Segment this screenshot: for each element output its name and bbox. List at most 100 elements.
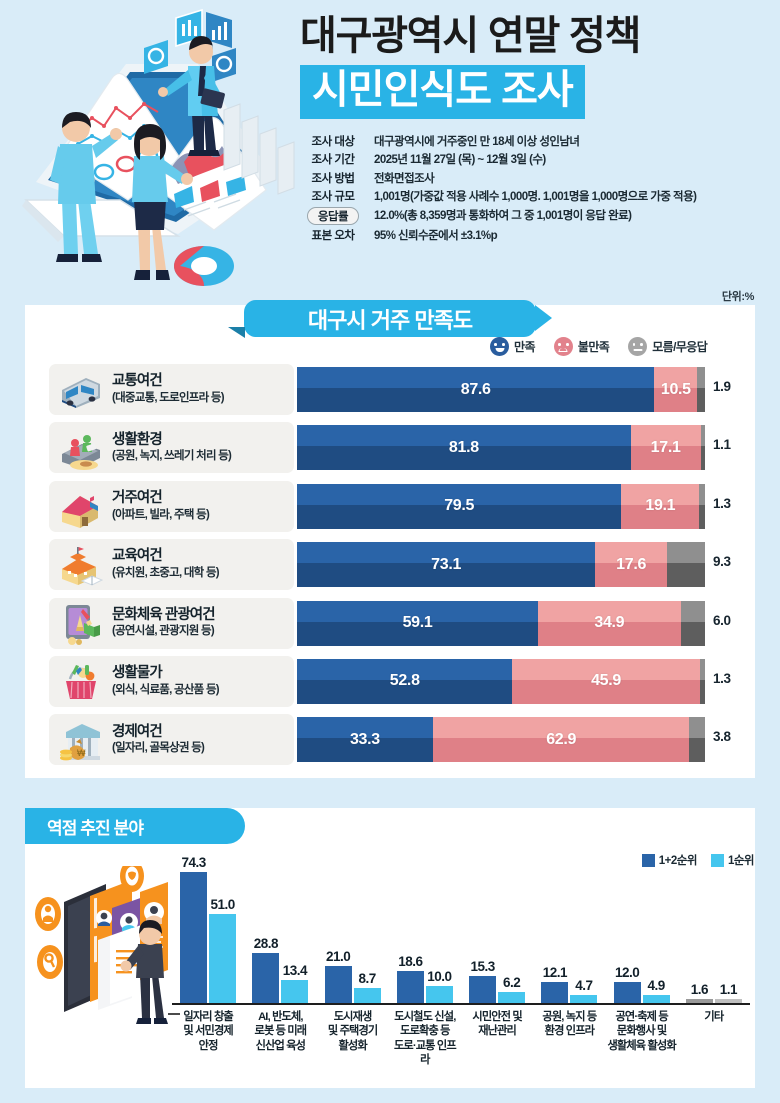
priority-bar-rank1: 51.0: [209, 897, 237, 1004]
satisfaction-category-desc: (유치원, 초중고, 대학 등): [112, 567, 220, 580]
segment-dissatisfied: 45.9: [512, 658, 700, 704]
priority-bar-rank1: 13.4: [281, 963, 309, 1004]
satisfaction-row: 교육여건 (유치원, 초중고, 대학 등) 73.1 17.6 9.3: [25, 539, 755, 591]
meta-value: 대구광역시에 거주중인 만 18세 이상 성인남녀: [374, 135, 580, 148]
priority-bar-rank12: 1.6: [685, 982, 713, 1004]
priority-bar-value: 1.1: [719, 982, 738, 998]
priority-legend: 1+2순위 1순위: [641, 852, 755, 868]
bank-money-icon: ₩: [60, 723, 100, 761]
legend-item-rank12: 1+2순위: [641, 852, 697, 868]
satisfaction-category-desc: (일자리, 골목상권 등): [112, 742, 205, 755]
segment-unknown-value: 6.0: [713, 612, 731, 628]
tourism-tablet-icon-wrap: [56, 601, 106, 646]
smiling-face-icon: [490, 337, 509, 356]
meta-key: 조사 규모: [311, 191, 355, 204]
priority-bar-group: 21.0 8.7: [317, 862, 389, 1004]
priority-bar-value: 4.9: [647, 977, 665, 993]
satisfaction-category-name: 거주여건: [112, 489, 163, 506]
legend-item-rank1: 1순위: [710, 852, 755, 868]
segment-satisfied-value: 52.8: [389, 672, 420, 690]
satisfaction-row: 거주여건 (아파트, 빌라, 주택 등) 79.5 19.1 1.3: [25, 480, 755, 532]
satisfaction-row: 생활물가 (외식, 식료품, 공산품 등) 52.8 45.9 1.3: [25, 655, 755, 707]
priority-bar-value: 10.0: [427, 968, 452, 984]
stacked-bar: 59.1 34.9: [297, 600, 705, 646]
stacked-bar: 73.1 17.6: [297, 542, 705, 588]
priority-bar-rank1: 8.7: [353, 971, 381, 1004]
priority-bar-group: 15.3 6.2: [461, 862, 533, 1004]
segment-satisfied-value: 81.8: [448, 438, 479, 456]
satisfaction-row-label: ₩ 경제여건 (일자리, 골목상권 등): [49, 714, 294, 766]
meta-key: 표본 오차: [311, 230, 355, 243]
priority-category-labels: 일자리 창출 및 서민경제 안정 AI, 반도체, 로봇 등 미래 신산업 육성 도…: [172, 1010, 750, 1067]
priority-section-title: 역점 추진 분야: [25, 808, 245, 844]
segment-satisfied-value: 33.3: [349, 730, 380, 748]
priority-bar-groups: 74.3 51.0 28.8 13.4 21.0 8.7 18.6 10.0 15.3 6.2 12…: [172, 855, 750, 1004]
meta-row: 표본 오차 95% 신뢰수준에서 ±3.1%p: [300, 227, 770, 243]
segment-unknown-value: 1.3: [713, 495, 731, 511]
priority-bar-value: 51.0: [210, 896, 235, 912]
priority-bar-rank1: 4.9: [642, 978, 670, 1004]
segment-satisfied-value: 79.5: [444, 497, 475, 515]
priority-bar-group: 12.0 4.9: [606, 862, 678, 1004]
satisfaction-category-name: 생활물가: [112, 665, 163, 682]
segment-dissatisfied-value: 17.6: [616, 555, 647, 573]
segment-dissatisfied-value: 17.1: [650, 438, 681, 456]
shopping-basket-icon-wrap: [56, 659, 106, 703]
tourism-tablet-icon: [66, 605, 100, 646]
priority-bar-group: 12.1 4.7: [533, 862, 605, 1004]
segment-satisfied: 59.1: [297, 600, 539, 646]
segment-satisfied-value: 87.6: [460, 380, 491, 398]
priority-bar-rank1: 10.0: [425, 969, 453, 1004]
segment-satisfied-value: 73.1: [431, 555, 462, 573]
legend-swatch-rank1: [710, 853, 724, 867]
school-icon: [62, 546, 104, 586]
segment-dissatisfied: 62.9: [432, 717, 690, 763]
stacked-bar: 33.3 62.9: [297, 717, 705, 763]
living-room-icon-wrap: [56, 426, 106, 470]
priority-bar-rank12: 74.3: [180, 855, 208, 1004]
segment-unknown-value: 1.1: [713, 437, 731, 453]
meta-row: 조사 대상 대구광역시에 거주중인 만 18세 이상 성인남녀: [300, 133, 770, 149]
legend-label-unknown: 모름/무응답: [652, 340, 708, 354]
data-analysis-illustration: [22, 8, 295, 286]
priority-bar-rank12: 18.6: [396, 954, 424, 1004]
segment-unknown-value: 1.9: [713, 379, 731, 394]
segment-satisfied: 87.6: [297, 367, 655, 412]
priority-bar-rank12: 21.0: [324, 949, 352, 1004]
segment-unknown: [697, 367, 705, 412]
segment-dissatisfied: 34.9: [538, 600, 681, 646]
legend-swatch-rank12: [641, 853, 655, 867]
satisfaction-category-name: 경제여건: [112, 723, 163, 740]
priority-bar-value: 18.6: [398, 953, 423, 969]
priority-bar-rank12: 28.8: [252, 936, 280, 1004]
priority-bar-group: 74.3 51.0: [172, 855, 244, 1004]
stacked-bar: 87.6 10.5: [297, 367, 705, 412]
priority-x-axis: [172, 1003, 750, 1005]
meta-key: 조사 방법: [311, 172, 355, 185]
neutral-face-icon: [628, 337, 648, 356]
segment-satisfied: 33.3: [297, 717, 433, 763]
segment-unknown-value: 3.8: [713, 729, 731, 745]
segment-satisfied-value: 59.1: [402, 614, 433, 632]
priority-bar-value: 4.7: [575, 978, 593, 994]
priority-category-label: 도시재생 및 주택경기 활성화: [327, 1011, 378, 1052]
satisfaction-category-desc: (공연시설, 관광지원 등): [112, 625, 215, 638]
segment-satisfied: 79.5: [297, 483, 622, 529]
hero-text-block: 대구광역시 연말 정책 시민인식도 조사 조사 대상 대구광역시에 거주중인 만 …: [300, 14, 770, 246]
segment-unknown-value: 1.3: [713, 670, 731, 686]
segment-unknown: [700, 425, 705, 471]
priority-bar-value: 8.7: [358, 971, 376, 987]
segment-unknown: [680, 600, 705, 646]
priority-bar-group: 18.6 10.0: [389, 862, 461, 1004]
bank-money-icon-wrap: ₩: [56, 718, 106, 762]
shopping-basket-icon: [66, 665, 96, 700]
priority-bar-value: 12.0: [614, 965, 640, 981]
segment-satisfied: 81.8: [297, 425, 631, 471]
segment-dissatisfied-value: 45.9: [591, 672, 622, 690]
satisfaction-row-label: 생활환경 (공원, 녹지, 쓰레기 처리 등): [49, 422, 294, 474]
satisfaction-category-desc: (공원, 녹지, 쓰레기 처리 등): [112, 450, 232, 463]
satisfaction-row-label: 문화체육 관광여건 (공연시설, 관광지원 등): [49, 597, 294, 649]
satisfaction-legend: 만족 불만족 모름/무응답: [490, 337, 708, 356]
priority-bar-value: 74.3: [181, 855, 206, 871]
priority-bar-chart: 74.3 51.0 28.8 13.4 21.0 8.7 18.6 10.0 15.3 6.2 12…: [172, 855, 750, 1074]
